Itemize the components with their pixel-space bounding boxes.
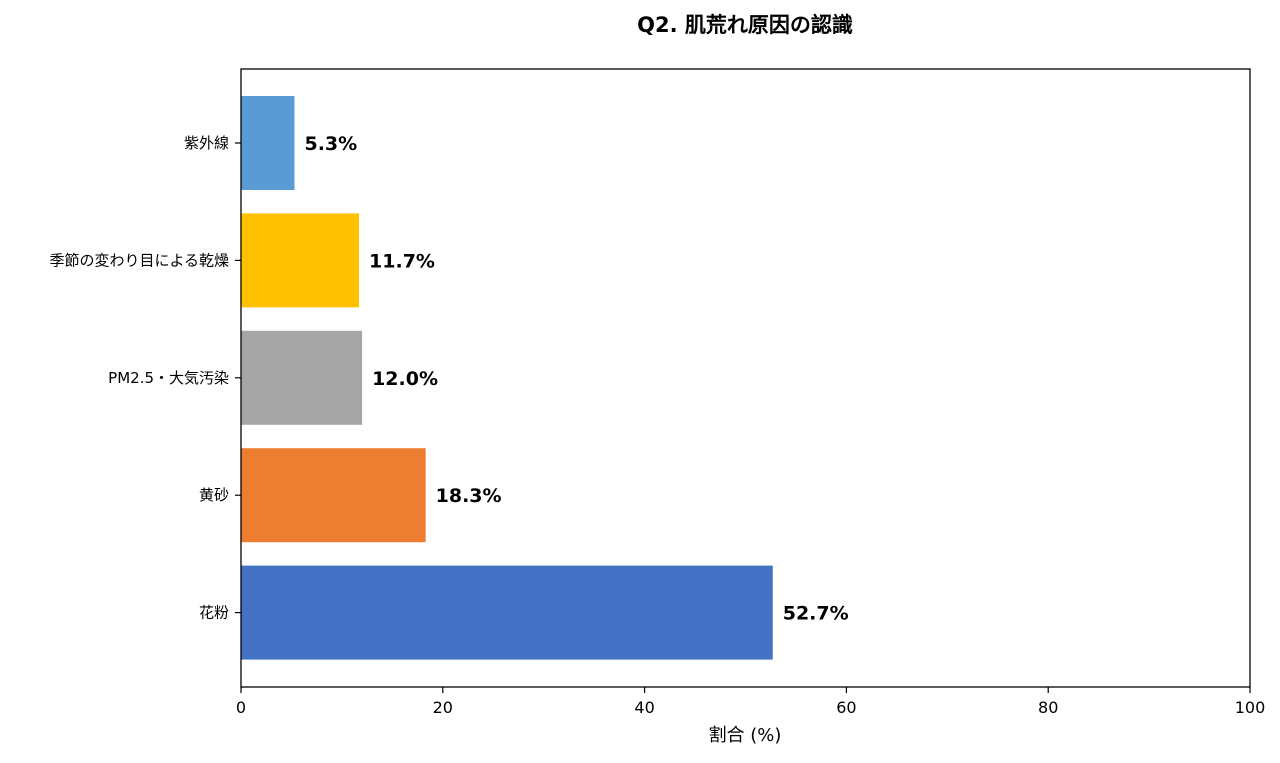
y-tick-label: 黄砂	[199, 486, 229, 504]
bar	[241, 448, 426, 543]
x-tick-label: 40	[634, 698, 654, 717]
bar	[241, 213, 360, 308]
x-axis: 0 20 40 60 80 100	[236, 687, 1265, 717]
x-tick-label: 80	[1038, 698, 1058, 717]
y-tick-label: PM2.5・大気汚染	[108, 369, 229, 387]
y-tick-label: 紫外線	[184, 134, 229, 152]
x-tick-label: 0	[236, 698, 246, 717]
bars-layer: 5.3% 11.7% 12.0% 18.3% 52.7%	[241, 96, 849, 660]
data-label: 52.7%	[783, 603, 849, 625]
bar	[241, 330, 363, 425]
chart-title: Q2. 肌荒れ原因の認識	[637, 13, 853, 37]
x-tick-label: 20	[433, 698, 453, 717]
bar	[241, 565, 773, 660]
data-label: 5.3%	[304, 133, 357, 155]
data-label: 18.3%	[436, 485, 502, 507]
x-tick-label: 100	[1235, 698, 1266, 717]
data-label: 12.0%	[372, 368, 438, 390]
y-tick-label: 花粉	[199, 604, 229, 622]
x-axis-title: 割合 (%)	[709, 725, 782, 746]
y-tick-label: 季節の変わり目による乾燥	[49, 251, 229, 269]
bar	[241, 96, 295, 190]
data-label: 11.7%	[369, 250, 435, 272]
x-tick-label: 60	[836, 698, 856, 717]
